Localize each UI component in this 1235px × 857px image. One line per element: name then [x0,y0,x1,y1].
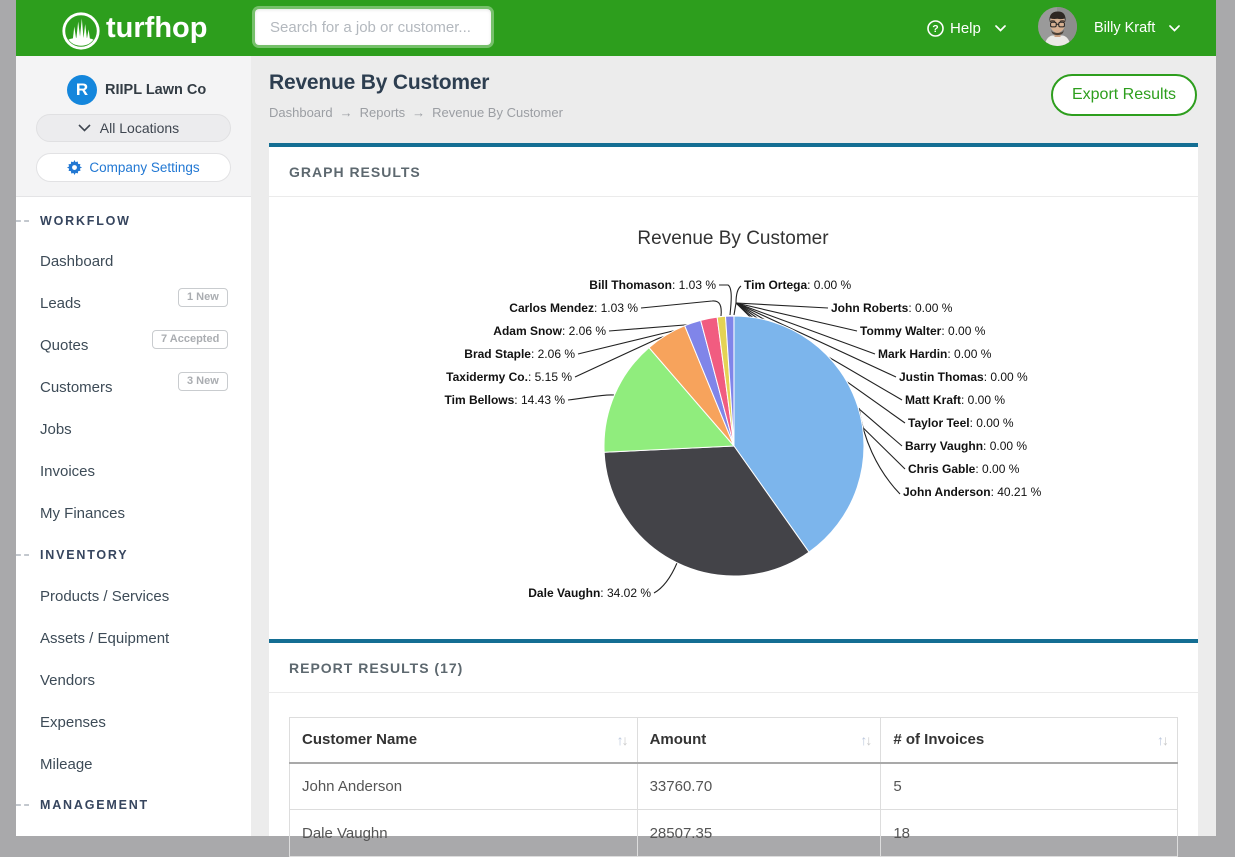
svg-text:Chris Gable: 0.00 %: Chris Gable: 0.00 % [908,462,1020,476]
svg-text:Barry Vaughn: 0.00 %: Barry Vaughn: 0.00 % [905,439,1027,453]
svg-text:?: ? [932,23,938,35]
svg-text:Mark Hardin: 0.00 %: Mark Hardin: 0.00 % [878,347,992,361]
svg-text:John Anderson: 40.21 %: John Anderson: 40.21 % [903,485,1042,499]
svg-text:Brad Staple: 2.06 %: Brad Staple: 2.06 % [464,347,575,361]
svg-text:Carlos Mendez: 1.03 %: Carlos Mendez: 1.03 % [509,301,638,315]
svg-text:Tim Bellows: 14.43 %: Tim Bellows: 14.43 % [445,393,566,407]
svg-text:Revenue By Customer: Revenue By Customer [637,228,829,249]
svg-text:Taxidermy Co.: 5.15 %: Taxidermy Co.: 5.15 % [446,370,572,384]
svg-text:Adam Snow: 2.06 %: Adam Snow: 2.06 % [493,324,606,338]
svg-text:Taylor Teel: 0.00 %: Taylor Teel: 0.00 % [908,416,1014,430]
svg-text:Tim Ortega: 0.00 %: Tim Ortega: 0.00 % [744,278,851,292]
svg-text:Tommy Walter: 0.00 %: Tommy Walter: 0.00 % [860,324,986,338]
svg-text:John Roberts: 0.00 %: John Roberts: 0.00 % [831,301,953,315]
svg-text:Dale Vaughn: 34.02 %: Dale Vaughn: 34.02 % [528,586,651,600]
svg-text:Matt Kraft: 0.00 %: Matt Kraft: 0.00 % [905,393,1005,407]
svg-text:Bill Thomason: 1.03 %: Bill Thomason: 1.03 % [589,278,716,292]
svg-text:Justin Thomas: 0.00 %: Justin Thomas: 0.00 % [899,370,1028,384]
